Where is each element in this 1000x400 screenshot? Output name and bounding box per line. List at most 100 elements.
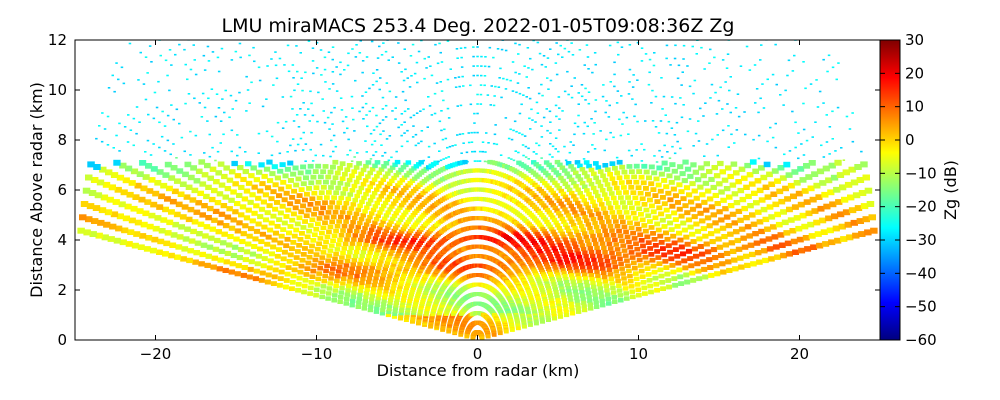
radar-gate bbox=[265, 98, 268, 100]
radar-gate bbox=[393, 306, 399, 311]
radar-gate bbox=[162, 172, 170, 178]
radar-gate bbox=[433, 92, 437, 95]
radar-gate bbox=[515, 130, 518, 133]
radar-gate bbox=[628, 68, 632, 71]
radar-gate bbox=[674, 102, 677, 105]
radar-gate bbox=[706, 257, 713, 263]
radar-gate bbox=[278, 233, 285, 239]
radar-gate bbox=[380, 234, 387, 240]
radar-gate bbox=[599, 130, 602, 132]
radar-gate bbox=[330, 139, 333, 142]
radar-gate bbox=[246, 274, 253, 280]
radar-gate bbox=[551, 145, 555, 148]
radar-gate bbox=[653, 281, 660, 287]
radar-gate bbox=[750, 261, 757, 267]
radar-gate bbox=[577, 283, 584, 288]
radar-gate bbox=[403, 162, 409, 168]
radar-gate bbox=[271, 164, 278, 170]
radar-gate bbox=[358, 110, 361, 113]
radar-gate bbox=[173, 211, 181, 218]
radar-gate bbox=[688, 85, 692, 88]
radar-gate bbox=[609, 81, 612, 83]
radar-gate bbox=[158, 121, 161, 124]
radar-gate bbox=[775, 221, 783, 228]
radar-gate bbox=[860, 150, 863, 153]
radar-gate bbox=[771, 73, 775, 76]
radar-gate bbox=[807, 221, 815, 228]
radar-gate bbox=[366, 279, 372, 285]
radar-gate bbox=[125, 241, 133, 247]
radar-gate bbox=[374, 151, 378, 153]
radar-gate bbox=[654, 126, 658, 128]
radar-gate bbox=[365, 114, 368, 116]
radar-gate bbox=[80, 201, 89, 207]
radar-gate bbox=[374, 302, 380, 307]
radar-gate bbox=[342, 171, 348, 177]
radar-gate bbox=[844, 221, 852, 228]
radar-gate bbox=[568, 164, 574, 169]
radar-gate bbox=[654, 95, 658, 98]
radar-gate bbox=[546, 251, 552, 256]
radar-gate bbox=[372, 154, 375, 157]
radar-gate bbox=[543, 160, 550, 165]
radar-gate bbox=[306, 228, 313, 234]
radar-gate bbox=[751, 190, 758, 196]
radar-gate bbox=[268, 220, 275, 226]
radar-gate bbox=[555, 237, 561, 242]
radar-gate bbox=[595, 165, 602, 170]
radar-gate bbox=[461, 75, 464, 78]
radar-gate bbox=[381, 301, 387, 306]
radar-gate bbox=[236, 154, 239, 157]
radar-gate bbox=[312, 206, 319, 212]
radar-gate bbox=[355, 269, 361, 275]
radar-gate bbox=[213, 179, 220, 185]
radar-gate bbox=[170, 232, 178, 238]
radar-gate bbox=[682, 104, 685, 106]
radar-gate bbox=[604, 167, 611, 172]
radar-gate bbox=[539, 253, 545, 258]
radar-gate bbox=[458, 133, 462, 136]
radar-gate bbox=[545, 310, 550, 315]
radar-gate bbox=[746, 233, 753, 239]
radar-gate bbox=[539, 285, 544, 290]
radar-gate bbox=[548, 274, 554, 279]
radar-gate bbox=[360, 181, 367, 187]
radar-gate bbox=[791, 204, 799, 210]
radar-gate bbox=[259, 270, 266, 276]
radar-gate bbox=[178, 122, 181, 125]
radar-gate bbox=[550, 279, 556, 284]
radar-gate bbox=[622, 253, 629, 258]
radar-gate bbox=[532, 151, 536, 153]
radar-gate bbox=[538, 311, 544, 315]
radar-gate bbox=[478, 160, 482, 162]
radar-gate bbox=[296, 83, 300, 85]
radar-gate bbox=[473, 122, 476, 124]
radar-gate bbox=[409, 292, 414, 297]
radar-gate bbox=[286, 230, 292, 236]
radar-gate bbox=[572, 289, 579, 294]
radar-gate bbox=[327, 281, 333, 286]
radar-gate bbox=[148, 45, 152, 47]
radar-gate bbox=[537, 210, 543, 215]
radar-gate bbox=[340, 228, 346, 233]
radar-gate bbox=[361, 71, 364, 74]
radar-gate bbox=[82, 187, 91, 194]
radar-gate bbox=[211, 187, 218, 194]
radar-gate bbox=[387, 59, 390, 61]
radar-gate bbox=[224, 89, 227, 92]
radar-gate bbox=[802, 235, 810, 241]
radar-gate bbox=[234, 228, 242, 234]
radar-gate bbox=[676, 206, 683, 212]
radar-gate bbox=[406, 231, 412, 236]
radar-gate bbox=[535, 153, 538, 155]
radar-gate bbox=[600, 206, 607, 211]
radar-gate bbox=[593, 207, 600, 213]
radar-gate bbox=[697, 184, 704, 190]
radar-gate bbox=[534, 321, 539, 326]
radar-gate bbox=[279, 263, 286, 268]
radar-gate bbox=[99, 166, 107, 173]
radar-gate bbox=[311, 263, 318, 268]
radar-gate bbox=[335, 185, 342, 191]
radar-gate bbox=[357, 220, 363, 226]
radar-gate bbox=[440, 90, 444, 92]
